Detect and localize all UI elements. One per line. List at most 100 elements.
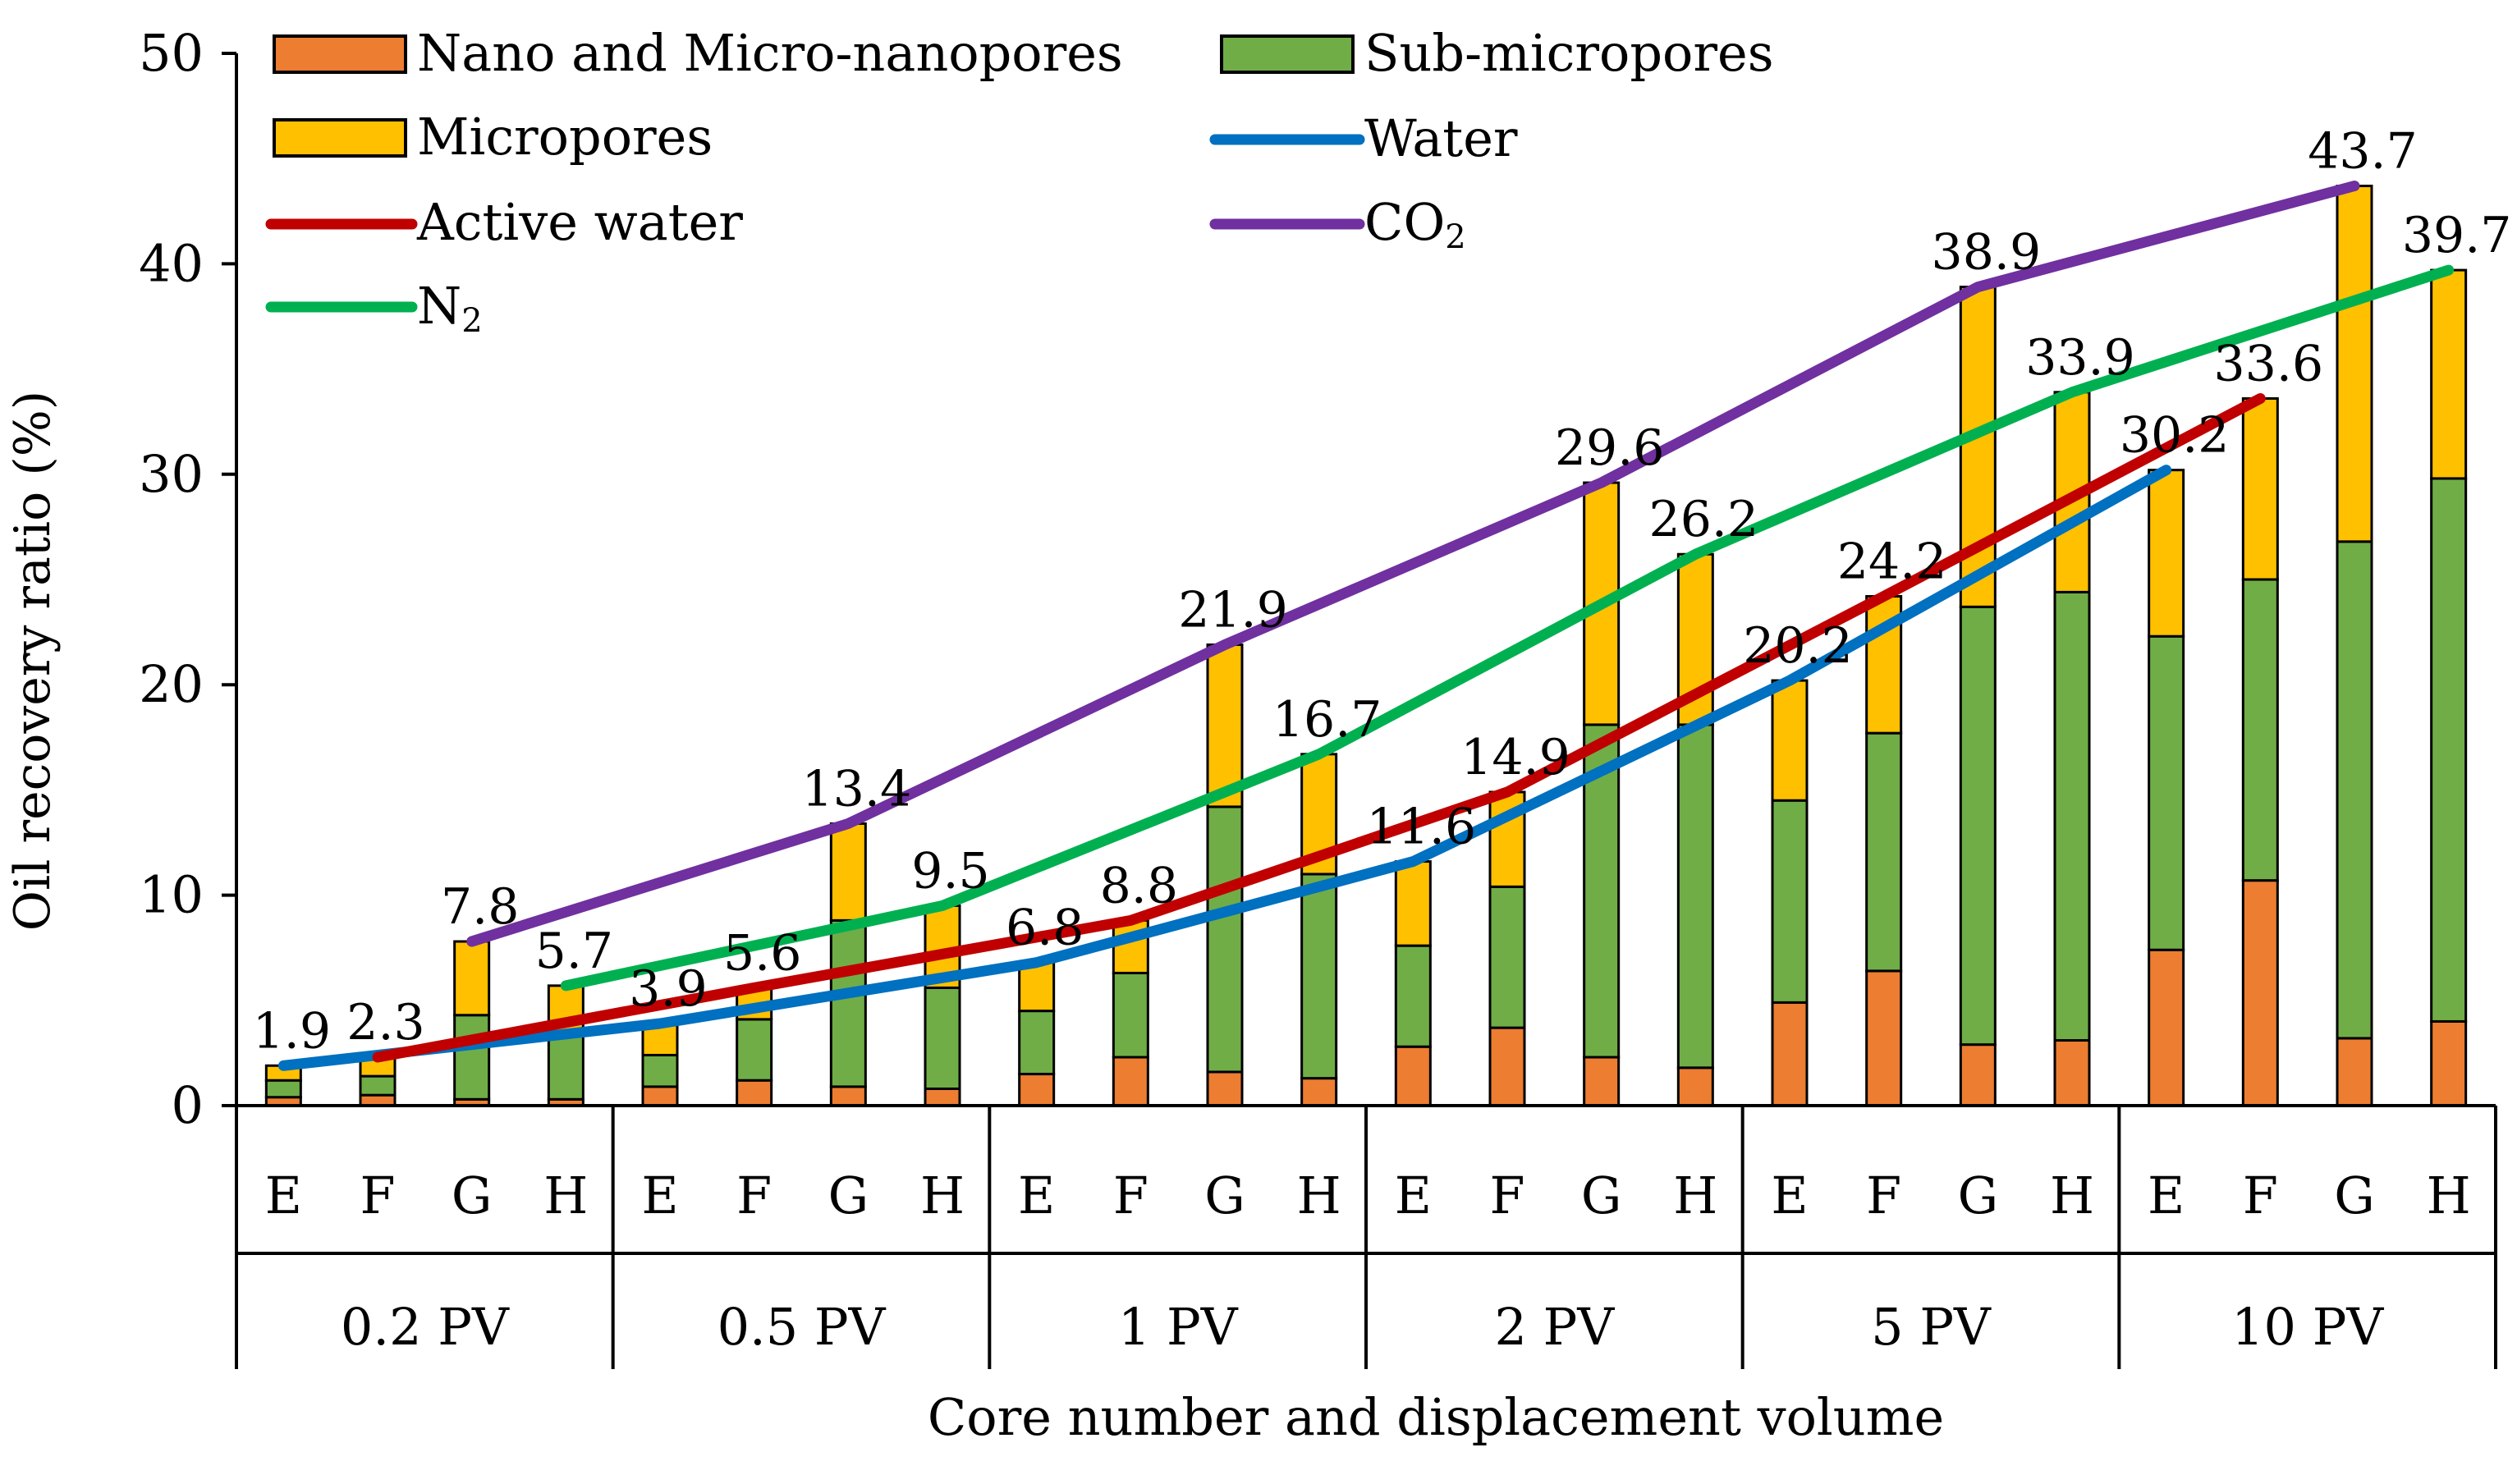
- x-group-label: 2 PV: [1495, 1297, 1616, 1357]
- x-tick-label-core: E: [265, 1166, 302, 1225]
- x-tick-label-core: G: [1958, 1166, 1999, 1225]
- x-tick-label-core: H: [1673, 1166, 1717, 1225]
- series-line-n2: [560, 264, 2455, 992]
- data-label: 26.2: [1649, 491, 1759, 548]
- x-tick-label-core: G: [2334, 1166, 2375, 1225]
- x-tick-label-core: G: [1204, 1166, 1245, 1225]
- x-tick-label-core: H: [543, 1166, 588, 1225]
- x-tick-label-core: G: [452, 1166, 493, 1225]
- y-tick-label: 40: [139, 233, 204, 293]
- lines-layer: [277, 181, 2455, 1071]
- bar-segment-sub: [1771, 799, 1809, 1004]
- x-tick-label-core: G: [1581, 1166, 1622, 1225]
- bar-segment-sub: [829, 918, 867, 1088]
- bar-segment-nano: [1865, 969, 1903, 1107]
- bar-segment-nano: [1018, 1073, 1056, 1107]
- bar-segment-sub: [359, 1074, 397, 1097]
- bar-segment-nano: [1583, 1056, 1621, 1107]
- data-label: 43.7: [2308, 123, 2418, 181]
- x-tick-label-core: E: [1395, 1166, 1432, 1225]
- bar-segment-sub: [1112, 971, 1149, 1059]
- bar-segment-micro: [1488, 790, 1526, 888]
- data-label: 14.9: [1460, 729, 1570, 786]
- data-label: 16.7: [1272, 691, 1382, 749]
- bar-segment-micro: [1771, 679, 1809, 802]
- data-label: 21.9: [1178, 581, 1288, 639]
- data-labels-layer: 1.9 2.3 7.8 5.7 3.9 5.6 13.4 9.5 6.8 8.8 21.9 16.7 1…: [253, 123, 2512, 1060]
- x-group-label: 0.2 PV: [341, 1297, 510, 1357]
- data-label: 5.6: [723, 924, 801, 982]
- legend-label-water: Water: [1364, 108, 1518, 168]
- bar-segment-sub: [924, 986, 961, 1090]
- bar-segment-micro: [1112, 918, 1149, 974]
- bar-segment-nano: [829, 1085, 867, 1107]
- bar-segment-nano: [2148, 948, 2185, 1107]
- bar-segment-micro: [829, 822, 867, 922]
- bar-segment-sub: [641, 1053, 679, 1088]
- x-group-label: 0.5 PV: [718, 1297, 887, 1357]
- y-axis-label: Oil recovery ratio (%): [4, 391, 62, 931]
- y-tick-label: 50: [139, 23, 204, 83]
- y-tick-label: 30: [139, 444, 204, 504]
- data-label: 39.7: [2402, 207, 2512, 264]
- bar-segment-nano: [1959, 1043, 1997, 1107]
- bar-segment-micro: [2148, 469, 2185, 638]
- x-group-label: 5 PV: [1871, 1297, 1992, 1357]
- data-label: 5.7: [535, 923, 613, 980]
- bar-segment-nano: [1394, 1045, 1432, 1107]
- bar-segment-nano: [1488, 1026, 1526, 1107]
- x-tick-label-core: F: [1866, 1166, 1901, 1225]
- bar-segment-micro: [453, 940, 491, 1017]
- x-tick-label-core: G: [828, 1166, 869, 1225]
- x-tick-label-core: F: [2243, 1166, 2278, 1225]
- bar-segment-sub: [547, 1033, 585, 1101]
- legend-label-co2: CO2: [1364, 192, 1466, 256]
- bar-segment-sub: [2241, 578, 2279, 882]
- bar-segment-nano: [1676, 1066, 1714, 1107]
- data-label: 38.9: [1932, 224, 2042, 282]
- bar-segment-micro: [2336, 185, 2373, 543]
- data-label: 3.9: [629, 960, 707, 1018]
- bar-segment-sub: [736, 1018, 773, 1082]
- data-label: 11.6: [1367, 799, 1477, 856]
- bar-segment-sub: [1300, 873, 1338, 1080]
- data-label: 1.9: [253, 1002, 331, 1060]
- legend-label-sub: Sub-micropores: [1364, 23, 1774, 83]
- x-group-label: 1 PV: [1118, 1297, 1239, 1357]
- y-tick-label: 0: [172, 1075, 204, 1135]
- data-label: 33.9: [2025, 329, 2135, 387]
- bar-segment-nano: [1112, 1056, 1149, 1107]
- bar-segment-nano: [1206, 1070, 1244, 1107]
- data-label: 33.6: [2214, 335, 2324, 392]
- data-label: 30.2: [2120, 407, 2230, 465]
- bar-segment-sub: [264, 1079, 302, 1099]
- legend-label-active-water: Active water: [416, 192, 743, 252]
- bar-segment-micro: [2430, 268, 2468, 480]
- bar-segment-micro: [2241, 396, 2279, 581]
- data-label: 7.8: [441, 878, 519, 936]
- x-tick-label-core: E: [2148, 1166, 2185, 1225]
- data-label: 2.3: [346, 994, 424, 1051]
- bar-segment-sub: [2430, 477, 2468, 1023]
- legend-swatch-micro: [273, 118, 407, 158]
- bar-segment-nano: [2053, 1039, 2091, 1107]
- data-label: 20.2: [1743, 617, 1853, 675]
- data-label: 13.4: [802, 760, 912, 818]
- bar-segment-sub: [1206, 805, 1244, 1074]
- data-label: 9.5: [911, 842, 989, 900]
- bar-segment-sub: [2148, 634, 2185, 951]
- series-line-water: [277, 465, 2172, 1071]
- y-tick-label: 20: [139, 654, 204, 714]
- x-tick-label-core: F: [736, 1166, 772, 1225]
- x-tick-label-core: E: [641, 1166, 678, 1225]
- bar-segment-sub: [2053, 590, 2091, 1042]
- legend-co2-subscript: 2: [1445, 218, 1465, 256]
- bar-segment-nano: [1771, 1001, 1809, 1107]
- bar-segment-micro: [1206, 643, 1244, 808]
- bar-segment-sub: [1488, 885, 1526, 1029]
- bar-segment-sub: [453, 1014, 491, 1101]
- data-label: 24.2: [1837, 534, 1947, 591]
- bar-segment-nano: [736, 1079, 773, 1107]
